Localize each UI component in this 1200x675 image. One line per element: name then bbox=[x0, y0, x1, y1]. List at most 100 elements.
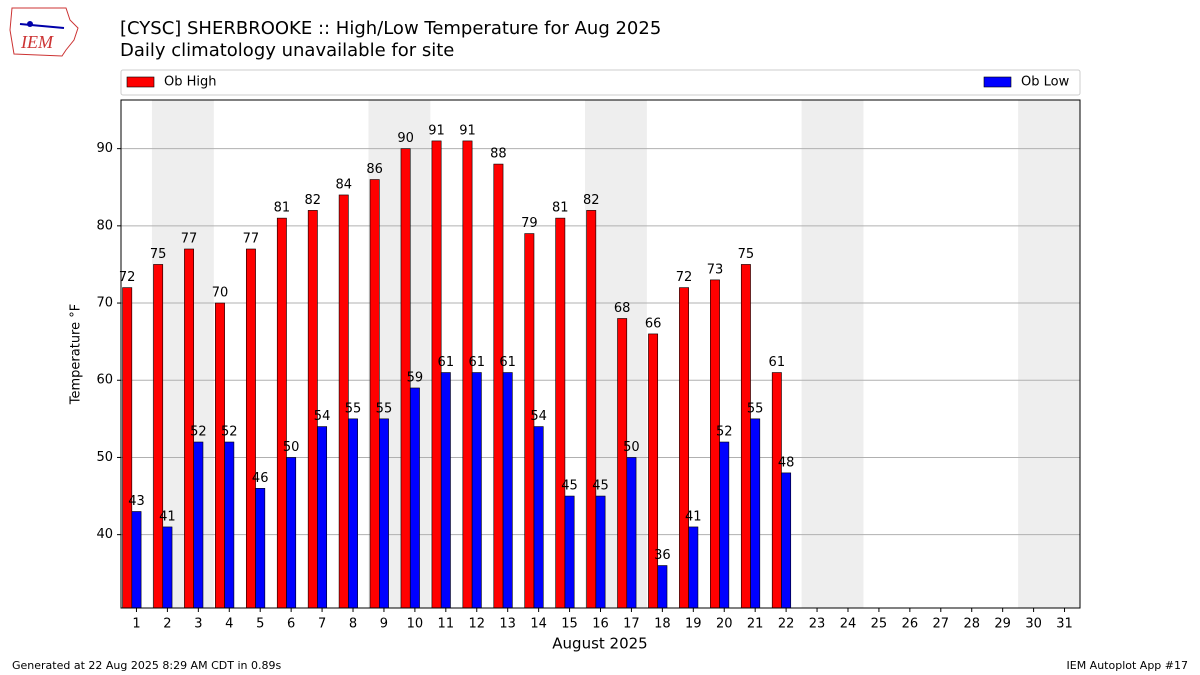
bar bbox=[462, 140, 473, 609]
data-label: 55 bbox=[376, 401, 393, 416]
logo: IEM bbox=[9, 7, 79, 57]
data-label: 75 bbox=[150, 247, 167, 262]
bar bbox=[224, 441, 235, 609]
weekend-shade bbox=[1018, 100, 1080, 608]
bar bbox=[317, 426, 328, 609]
bar bbox=[440, 372, 451, 609]
data-label: 61 bbox=[438, 355, 455, 370]
data-label: 41 bbox=[685, 509, 702, 524]
data-label: 46 bbox=[252, 471, 269, 486]
bar bbox=[719, 441, 730, 609]
x-tick-label: 21 bbox=[747, 617, 764, 632]
bar bbox=[215, 302, 225, 609]
x-tick-label: 22 bbox=[778, 617, 795, 632]
data-label: 45 bbox=[561, 479, 578, 494]
bar bbox=[555, 217, 566, 609]
footer-left: Generated at 22 Aug 2025 8:29 AM CDT in … bbox=[12, 659, 281, 672]
bar bbox=[153, 264, 164, 609]
x-tick-label: 19 bbox=[685, 617, 702, 632]
x-tick-label: 13 bbox=[499, 617, 516, 632]
bar bbox=[369, 179, 380, 609]
bar bbox=[493, 163, 504, 609]
footer-right: IEM Autoplot App #17 bbox=[1067, 659, 1189, 672]
bar bbox=[162, 526, 173, 609]
bar bbox=[348, 418, 358, 609]
x-tick-label: 28 bbox=[963, 617, 980, 632]
y-tick-label: 70 bbox=[96, 296, 113, 311]
data-label: 55 bbox=[747, 401, 764, 416]
bar bbox=[533, 426, 544, 609]
data-label: 82 bbox=[583, 193, 600, 208]
data-label: 81 bbox=[552, 201, 569, 216]
x-tick-label: 15 bbox=[561, 617, 578, 632]
x-tick-label: 30 bbox=[1025, 617, 1042, 632]
x-tick-label: 16 bbox=[592, 617, 609, 632]
bar bbox=[471, 372, 482, 609]
data-label: 41 bbox=[159, 509, 176, 524]
x-tick-label: 4 bbox=[225, 617, 233, 632]
x-tick-label: 10 bbox=[407, 617, 424, 632]
x-tick-label: 8 bbox=[349, 617, 357, 632]
data-label: 52 bbox=[190, 425, 207, 440]
x-tick-label: 2 bbox=[163, 617, 171, 632]
legend-swatch bbox=[983, 76, 1012, 88]
bar bbox=[781, 472, 792, 609]
bar bbox=[255, 488, 266, 609]
data-label: 81 bbox=[274, 201, 291, 216]
data-label: 86 bbox=[366, 162, 383, 177]
x-tick-label: 9 bbox=[380, 617, 388, 632]
x-axis-label: August 2025 bbox=[552, 635, 647, 653]
bar bbox=[617, 318, 628, 609]
bar bbox=[502, 372, 513, 609]
data-label: 75 bbox=[738, 247, 755, 262]
legend-swatch bbox=[126, 76, 155, 88]
bar bbox=[131, 511, 142, 609]
bar bbox=[122, 287, 133, 609]
y-tick-label: 80 bbox=[96, 218, 113, 233]
data-label: 84 bbox=[335, 177, 352, 192]
bar bbox=[379, 418, 389, 609]
x-tick-label: 6 bbox=[287, 617, 295, 632]
weekend-shade bbox=[801, 100, 864, 608]
data-label: 91 bbox=[428, 123, 445, 138]
data-label: 52 bbox=[716, 425, 733, 440]
data-label: 61 bbox=[499, 355, 516, 370]
x-tick-label: 14 bbox=[530, 617, 547, 632]
data-label: 55 bbox=[345, 401, 362, 416]
chart-title: [CYSC] SHERBROOKE :: High/Low Temperatur… bbox=[120, 18, 661, 39]
data-label: 43 bbox=[128, 494, 145, 509]
bar bbox=[564, 495, 575, 609]
bar bbox=[193, 441, 204, 609]
bar bbox=[431, 140, 442, 609]
x-tick-label: 31 bbox=[1056, 617, 1073, 632]
data-label: 48 bbox=[778, 455, 795, 470]
data-label: 72 bbox=[119, 270, 136, 285]
bar bbox=[750, 418, 761, 609]
data-label: 45 bbox=[592, 479, 609, 494]
y-tick-label: 90 bbox=[96, 141, 113, 156]
data-label: 77 bbox=[181, 232, 198, 247]
x-tick-label: 20 bbox=[716, 617, 733, 632]
data-label: 70 bbox=[212, 286, 229, 301]
bar bbox=[657, 565, 668, 609]
bar bbox=[276, 217, 287, 609]
x-tick-label: 29 bbox=[994, 617, 1011, 632]
data-label: 77 bbox=[243, 232, 260, 247]
data-label: 73 bbox=[707, 262, 724, 277]
y-tick-label: 60 bbox=[96, 373, 113, 388]
bar bbox=[286, 457, 297, 609]
x-tick-label: 17 bbox=[623, 617, 640, 632]
data-label: 61 bbox=[468, 355, 485, 370]
plot-frame bbox=[120, 99, 1081, 609]
bar bbox=[409, 387, 420, 609]
x-tick-label: 12 bbox=[468, 617, 485, 632]
data-label: 66 bbox=[645, 316, 662, 331]
x-tick-label: 18 bbox=[654, 617, 671, 632]
y-tick-label: 40 bbox=[96, 527, 113, 542]
x-tick-label: 26 bbox=[902, 617, 919, 632]
data-label: 91 bbox=[459, 123, 476, 138]
data-label: 59 bbox=[407, 370, 424, 385]
data-label: 88 bbox=[490, 147, 507, 162]
data-label: 54 bbox=[314, 409, 331, 424]
